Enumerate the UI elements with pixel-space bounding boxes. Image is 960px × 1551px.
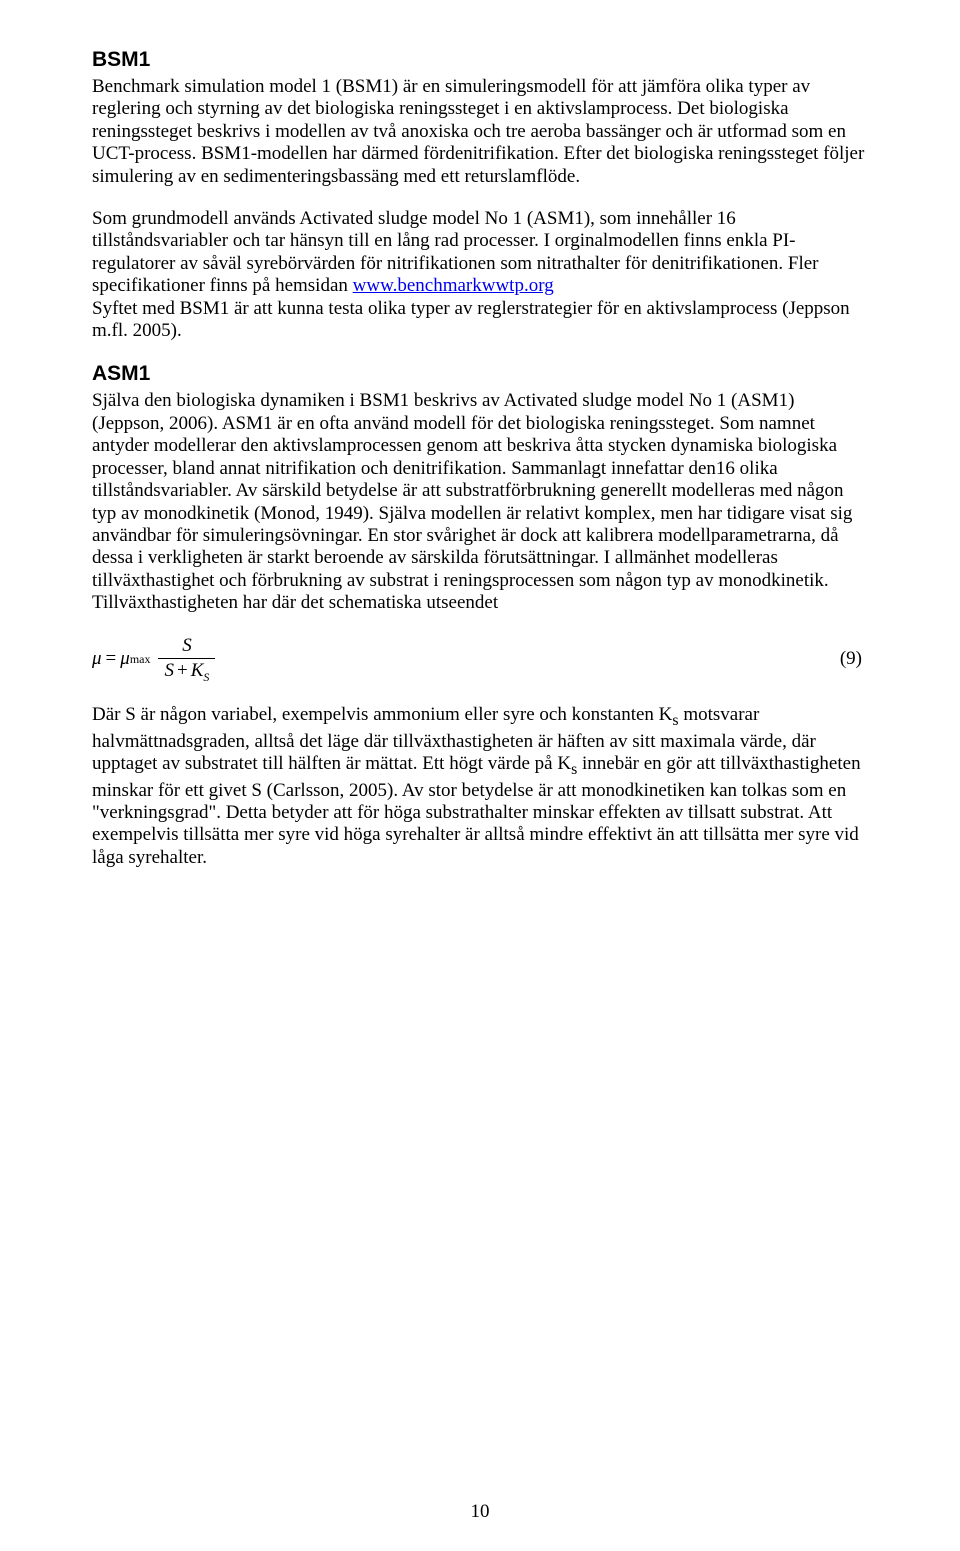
subscript-max: max xyxy=(130,652,151,667)
body-text: Som grundmodell används Activated sludge… xyxy=(92,208,868,342)
page-number: 10 xyxy=(0,1501,960,1523)
body-text: Själva den biologiska dynamiken i BSM1 b… xyxy=(92,390,868,614)
heading-asm1: ASM1 xyxy=(92,362,868,386)
equals-sign: = xyxy=(106,648,117,670)
symbol-mu-max: μ xyxy=(120,648,130,670)
fraction-numerator: S xyxy=(176,635,198,658)
document-page: BSM1 Benchmark simulation model 1 (BSM1)… xyxy=(0,0,960,1551)
symbol-K: K xyxy=(191,660,204,681)
equation-row: μ = μmax S S+KS (9) xyxy=(92,635,868,685)
text-span: Där S är någon variabel, exempelvis ammo… xyxy=(92,704,672,725)
subscript-S: S xyxy=(203,669,209,683)
body-text: Benchmark simulation model 1 (BSM1) är e… xyxy=(92,76,868,188)
equation-monod: μ = μmax S S+KS xyxy=(92,635,215,685)
body-text: Där S är någon variabel, exempelvis ammo… xyxy=(92,704,868,869)
fraction-denominator: S+KS xyxy=(158,658,215,685)
symbol-S: S xyxy=(164,660,174,681)
fraction: S S+KS xyxy=(158,635,215,685)
plus-sign: + xyxy=(177,660,188,681)
heading-bsm1: BSM1 xyxy=(92,48,868,72)
symbol-mu: μ xyxy=(92,648,102,670)
text-span: Syftet med BSM1 är att kunna testa olika… xyxy=(92,298,850,341)
equation-number: (9) xyxy=(840,648,862,670)
hyperlink-benchmarkwwtp[interactable]: www.benchmarkwwtp.org xyxy=(353,275,554,296)
